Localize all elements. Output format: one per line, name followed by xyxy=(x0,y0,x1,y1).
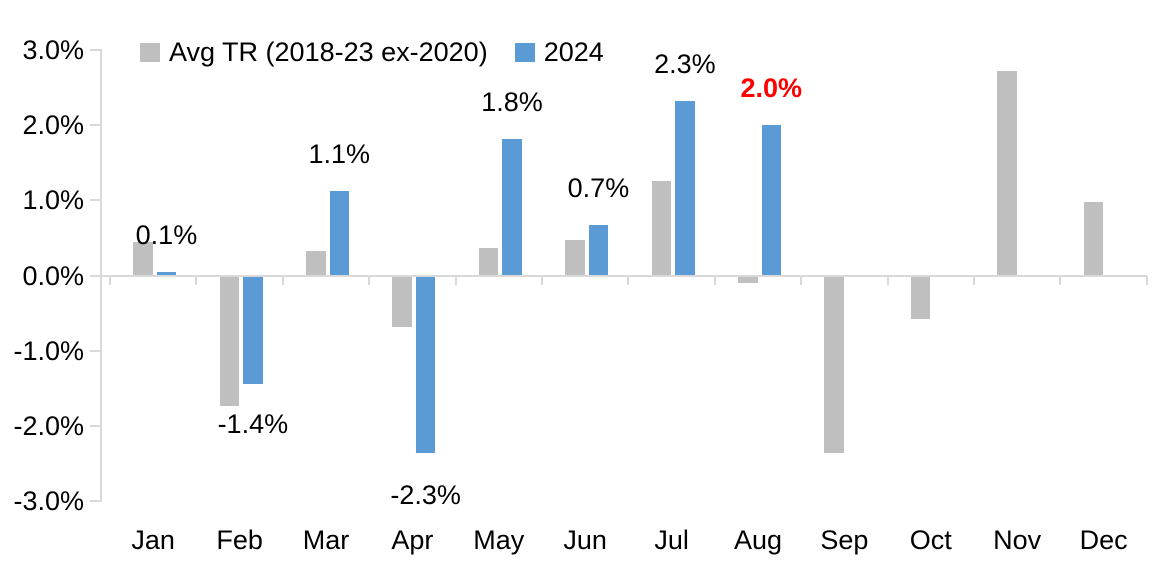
data-label-2024-jul: 2.3% xyxy=(654,48,716,79)
data-label-2024-jan: 0.1% xyxy=(135,219,198,250)
y-axis-tick-label: 3.0% xyxy=(22,34,84,65)
y-axis-tick xyxy=(90,199,101,202)
x-axis-tick xyxy=(541,275,543,285)
bar-avg-jun xyxy=(565,240,585,276)
bar-2024-apr xyxy=(415,276,436,453)
x-axis-tick xyxy=(886,275,889,285)
x-axis-label: Nov xyxy=(993,525,1042,555)
bar-avg-aug xyxy=(738,276,758,283)
x-axis-label: Mar xyxy=(302,525,350,555)
bar-avg-jul xyxy=(651,180,672,276)
x-axis-label: Jan xyxy=(131,525,175,555)
data-label-2024-jun: 0.7% xyxy=(567,173,630,204)
y-axis-tick-label: 2.0% xyxy=(22,109,84,140)
y-axis-tick-label: -2.0% xyxy=(13,411,84,442)
x-axis-label: Jul xyxy=(654,525,689,555)
bar-avg-oct xyxy=(910,276,931,319)
x-axis-label: Aug xyxy=(733,525,783,555)
legend-swatch-avg-tr xyxy=(140,42,160,62)
y-axis-tick-label: -1.0% xyxy=(13,335,84,366)
x-axis-tick xyxy=(627,275,630,285)
bar-2024-may xyxy=(502,139,522,276)
x-axis-label: May xyxy=(473,525,525,555)
x-axis-label: Apr xyxy=(391,525,434,555)
legend-label-avg-tr: Avg TR (2018-23 ex-2020) xyxy=(169,37,488,67)
bar-avg-dec xyxy=(1083,202,1104,276)
bar-2024-jun xyxy=(588,225,609,276)
x-axis-label: Sep xyxy=(820,525,869,555)
y-axis-tick xyxy=(90,48,101,51)
x-axis-line xyxy=(101,274,1147,277)
y-axis-tick xyxy=(90,274,101,277)
x-axis-label: Jun xyxy=(563,525,607,555)
y-axis-tick xyxy=(90,349,101,352)
legend-swatch-2024 xyxy=(514,42,535,62)
x-axis-tick xyxy=(195,275,198,285)
y-axis-tick-label: 1.0% xyxy=(22,185,84,216)
x-axis-tick xyxy=(713,275,716,285)
data-label-2024-mar: 1.1% xyxy=(308,139,371,170)
chart-legend: Avg TR (2018-23 ex-2020) 2024 xyxy=(140,37,604,67)
x-axis-label: Oct xyxy=(909,525,952,555)
x-axis-tick xyxy=(109,275,111,285)
y-axis-tick-label: 0.0% xyxy=(22,260,84,291)
data-label-2024-aug: 2.0% xyxy=(740,72,803,103)
data-label-2024-may: 1.8% xyxy=(481,87,543,118)
x-axis-tick xyxy=(800,275,803,285)
bar-avg-sep xyxy=(824,276,844,454)
bar-2024-mar xyxy=(329,191,349,276)
x-axis-tick xyxy=(1059,275,1062,285)
bar-2024-aug xyxy=(761,124,781,276)
data-label-2024-apr: -2.3% xyxy=(390,479,461,510)
x-axis-tick xyxy=(368,275,371,285)
x-axis-tick xyxy=(281,275,284,285)
x-axis-tick xyxy=(454,275,457,285)
bar-2024-jul xyxy=(675,100,695,276)
x-axis-tick xyxy=(1145,275,1148,285)
y-axis-tick xyxy=(90,123,101,126)
y-axis-tick xyxy=(90,425,101,428)
x-axis-label: Feb xyxy=(216,525,263,555)
y-axis-tick-label: -3.0% xyxy=(13,486,84,517)
bar-avg-may xyxy=(478,247,499,276)
bar-avg-nov xyxy=(997,70,1017,276)
x-axis-label: Dec xyxy=(1079,525,1128,555)
bar-2024-jan xyxy=(156,271,177,276)
data-label-2024-feb: -1.4% xyxy=(217,409,289,440)
y-axis-line xyxy=(100,49,102,502)
bar-avg-feb xyxy=(219,276,240,407)
bar-avg-jan xyxy=(133,241,153,276)
bar-2024-feb xyxy=(243,276,263,385)
bar-avg-apr xyxy=(392,276,412,327)
x-axis-tick xyxy=(973,275,975,285)
bar-avg-mar xyxy=(306,251,326,276)
y-axis-tick xyxy=(90,500,101,503)
legend-label-2024: 2024 xyxy=(543,37,604,67)
